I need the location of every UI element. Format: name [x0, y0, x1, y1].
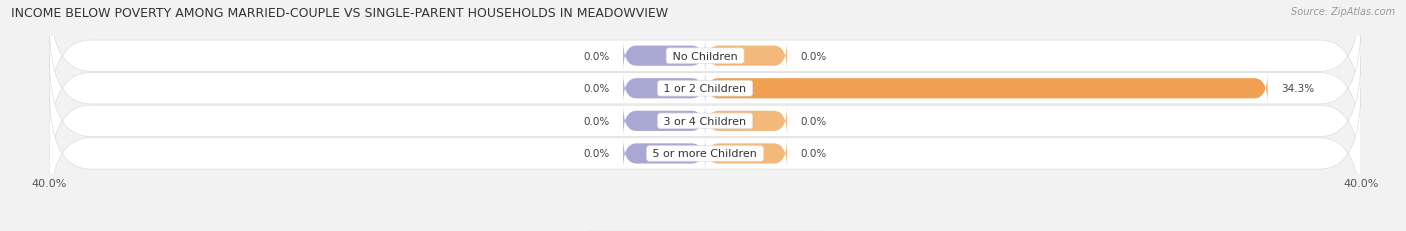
- FancyBboxPatch shape: [706, 105, 787, 137]
- FancyBboxPatch shape: [49, 23, 1361, 155]
- Text: 0.0%: 0.0%: [800, 116, 827, 126]
- Text: 0.0%: 0.0%: [583, 149, 610, 159]
- FancyBboxPatch shape: [706, 40, 787, 72]
- Text: 34.3%: 34.3%: [1281, 84, 1313, 94]
- FancyBboxPatch shape: [623, 105, 706, 137]
- Text: INCOME BELOW POVERTY AMONG MARRIED-COUPLE VS SINGLE-PARENT HOUSEHOLDS IN MEADOWV: INCOME BELOW POVERTY AMONG MARRIED-COUPL…: [11, 7, 668, 20]
- Text: 0.0%: 0.0%: [583, 116, 610, 126]
- Text: 0.0%: 0.0%: [583, 52, 610, 61]
- Text: Source: ZipAtlas.com: Source: ZipAtlas.com: [1291, 7, 1395, 17]
- Text: 0.0%: 0.0%: [583, 84, 610, 94]
- Text: 1 or 2 Children: 1 or 2 Children: [661, 84, 749, 94]
- FancyBboxPatch shape: [49, 88, 1361, 219]
- Text: 0.0%: 0.0%: [800, 149, 827, 159]
- FancyBboxPatch shape: [623, 40, 706, 72]
- Text: 0.0%: 0.0%: [800, 52, 827, 61]
- FancyBboxPatch shape: [49, 56, 1361, 187]
- Text: 3 or 4 Children: 3 or 4 Children: [661, 116, 749, 126]
- FancyBboxPatch shape: [706, 73, 1268, 105]
- FancyBboxPatch shape: [623, 138, 706, 170]
- FancyBboxPatch shape: [49, 0, 1361, 122]
- Text: 5 or more Children: 5 or more Children: [650, 149, 761, 159]
- FancyBboxPatch shape: [706, 138, 787, 170]
- FancyBboxPatch shape: [623, 73, 706, 105]
- Text: No Children: No Children: [669, 52, 741, 61]
